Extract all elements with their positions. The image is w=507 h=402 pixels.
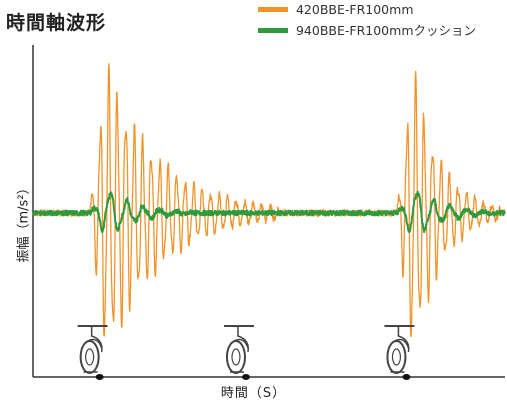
legend-label-green: 940BBE-FR100mmクッション <box>295 23 476 38</box>
legend-item-orange: 420BBE-FR100mm <box>258 2 414 17</box>
y-axis-label: 振幅（m/s²） <box>16 181 32 263</box>
caster-icon <box>77 325 108 380</box>
marker-layer <box>77 325 415 380</box>
series-layer <box>32 63 506 338</box>
x-axis-label: 時間（S） <box>220 386 287 401</box>
legend-swatch-orange <box>258 7 288 12</box>
series-line-orange <box>32 63 506 338</box>
legend-swatch-green <box>258 28 288 33</box>
series-line-green <box>32 190 506 234</box>
legend-label-orange: 420BBE-FR100mm <box>295 2 414 17</box>
chart-title: 時間軸波形 <box>6 12 107 34</box>
caster-icon <box>384 325 415 380</box>
caster-icon <box>223 325 254 380</box>
legend-item-green: 940BBE-FR100mmクッション <box>258 20 476 39</box>
